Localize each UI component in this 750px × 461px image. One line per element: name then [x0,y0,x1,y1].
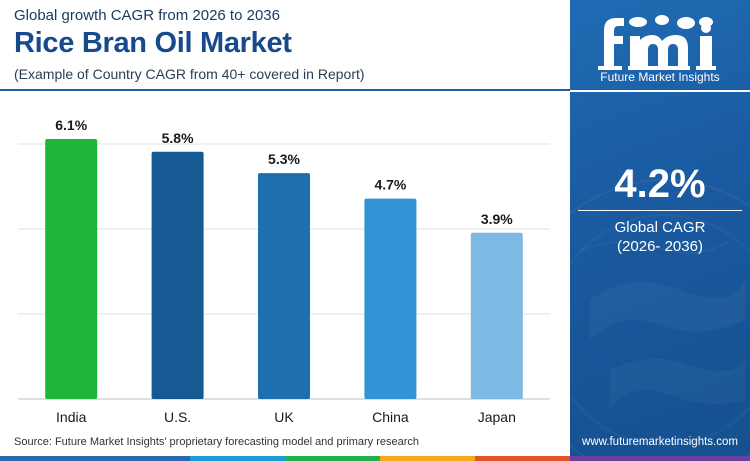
bar-uk [258,173,310,399]
global-cagr-label-line2: (2026- 2036) [617,238,703,255]
strip-segment [285,456,380,461]
kpi-divider [578,210,742,211]
sidebar-divider [570,90,750,92]
strip-segment [570,456,750,461]
category-label: UK [274,409,294,425]
bar-japan [470,232,523,399]
chart-panel: Global growth CAGR from 2026 to 2036 Ric… [0,7,570,448]
bar-india [45,139,98,399]
page-title: Rice Bran Oil Market [14,27,292,59]
chart-bars [45,139,523,399]
value-label: 6.1% [55,117,87,133]
logo-wordmark: Future Market Insights [600,70,720,84]
summary-sidebar: Future Market Insights 4.2% Global CAGR … [570,0,750,456]
chart-value-labels: 6.1% 5.8% 5.3% 4.7% 3.9% [55,117,513,227]
category-label: Japan [478,409,516,425]
value-label: 5.8% [162,130,194,146]
chart-category-labels: India U.S. UK China Japan [56,409,516,425]
globe-map-icon [570,179,750,456]
color-strip [0,456,750,461]
source-note: Source: Future Market Insights' propriet… [14,436,419,448]
header-note: (Example of Country CAGR from 40+ covere… [14,66,365,82]
bar-china [364,198,417,399]
bar-us [151,151,204,399]
global-cagr-label: Global CAGR (2026- 2036) [570,218,750,256]
strip-segment [475,456,570,461]
category-label: U.S. [164,409,191,425]
fmi-logo-icon [598,15,716,70]
header-divider [0,89,570,91]
value-label: 5.3% [268,151,300,167]
strip-segment [0,456,190,461]
value-label: 4.7% [374,177,406,193]
value-label: 3.9% [481,211,513,227]
global-cagr-label-line1: Global CAGR [614,219,706,236]
header-subtitle: Global growth CAGR from 2026 to 2036 [14,7,280,24]
global-cagr-value: 4.2% [614,162,706,206]
bar-chart: 6.1% 5.8% 5.3% 4.7% 3.9% India U.S. UK China Jap… [18,117,550,425]
strip-segment [380,456,475,461]
strip-segment [190,456,285,461]
website-link[interactable]: www.futuremarketinsights.com [582,436,738,448]
category-label: China [372,409,409,425]
category-label: India [56,409,87,425]
